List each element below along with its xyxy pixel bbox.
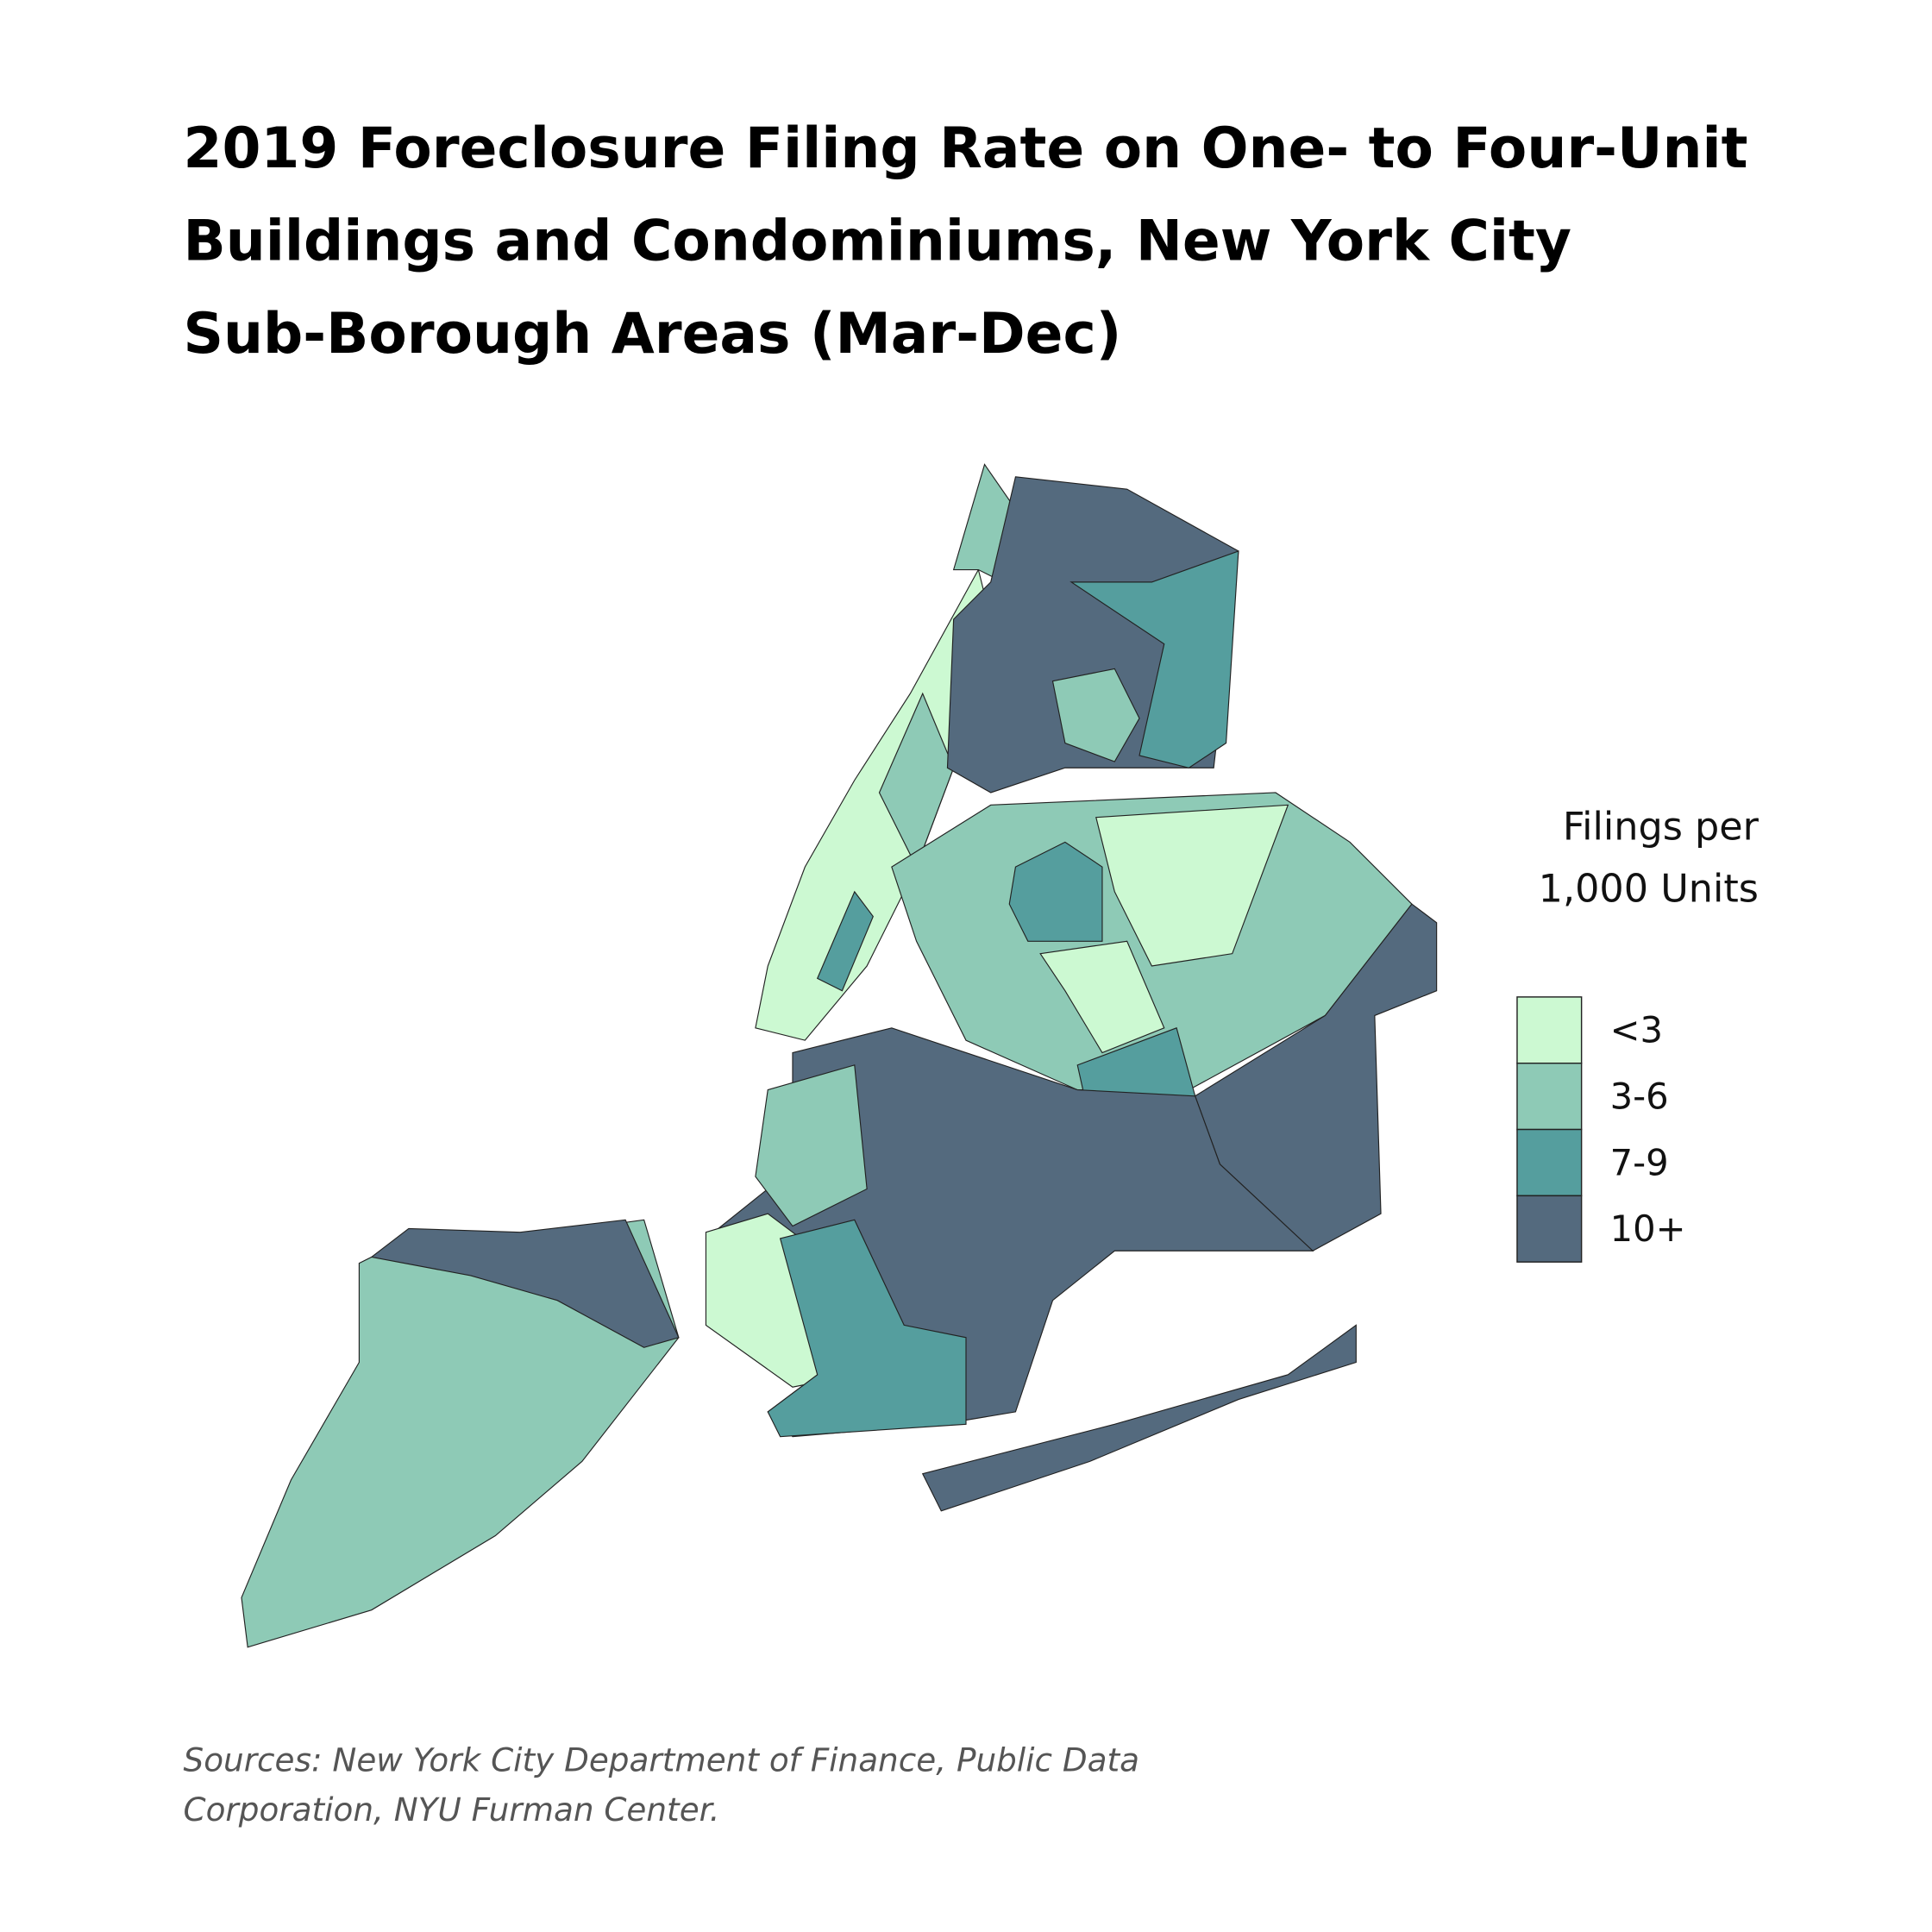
region	[755, 1064, 868, 1227]
legend-title: 1,000 Units	[1539, 867, 1759, 911]
map	[241, 463, 1438, 1648]
region	[816, 890, 874, 992]
region	[1070, 550, 1239, 768]
legend-label: <3	[1610, 1009, 1663, 1051]
title-line: 2019 Foreclosure Filing Rate on One- to …	[184, 116, 1748, 181]
legend-swatch	[1516, 1128, 1583, 1197]
region	[1008, 841, 1103, 942]
legend: Filings per 1,000 Units <3 3-6 7-9 10+	[1516, 806, 1760, 1263]
region	[241, 1219, 680, 1648]
region	[1194, 903, 1438, 1251]
legend-swatch	[1516, 1063, 1583, 1131]
legend-label: 3-6	[1610, 1075, 1669, 1117]
region	[370, 1219, 680, 1348]
source-line: Corporation, NYU Furman Center.	[184, 1791, 720, 1828]
source-line: Sources: New York City Department of Fin…	[184, 1741, 1140, 1778]
legend-label: 7-9	[1610, 1141, 1669, 1183]
region	[921, 1324, 1357, 1512]
legend-swatch	[1516, 996, 1583, 1064]
legend-title: Filings per	[1563, 806, 1760, 850]
region	[1051, 668, 1140, 762]
legend-label: 10+	[1610, 1208, 1686, 1250]
region	[767, 1219, 967, 1438]
legend-swatch	[1516, 1195, 1583, 1263]
title-line: Sub-Borough Areas (Mar-Dec)	[184, 302, 1122, 367]
title-line: Buildings and Condominiums, New York Cit…	[184, 210, 1572, 274]
region	[1039, 940, 1165, 1054]
region	[1095, 804, 1289, 967]
